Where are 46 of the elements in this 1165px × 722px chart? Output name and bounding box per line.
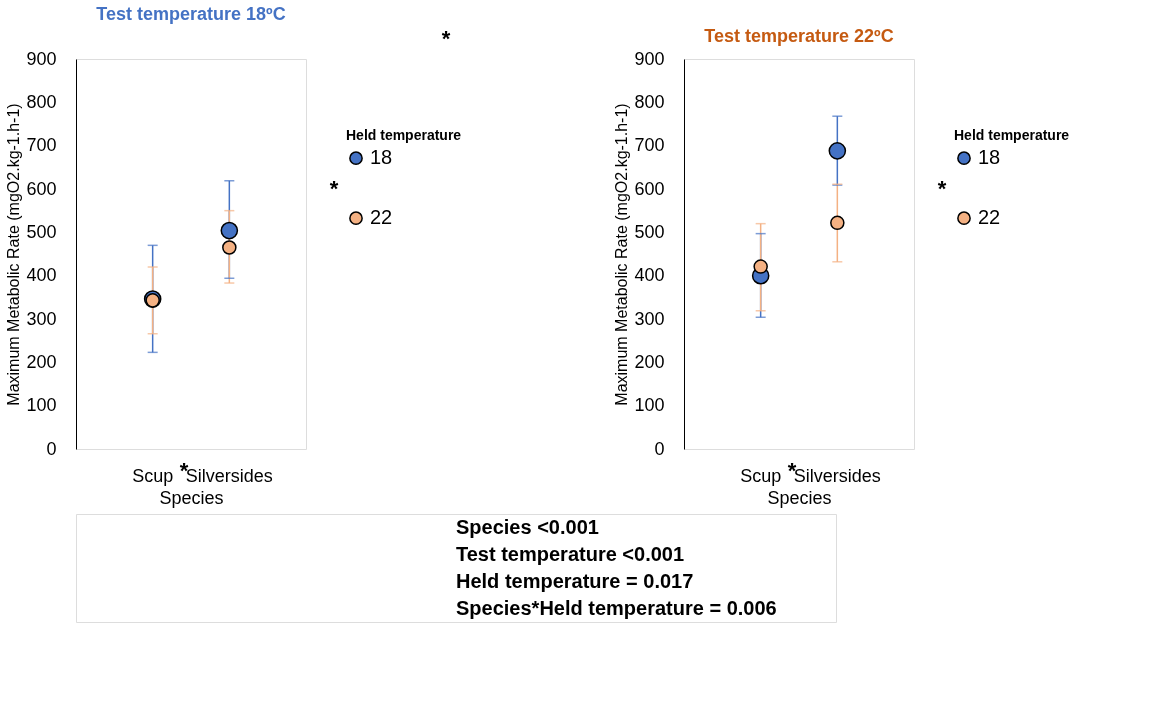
- text: *: [937, 176, 947, 202]
- y-tick-label: 500: [634, 221, 665, 242]
- y-tick-label: 600: [26, 178, 57, 199]
- point: [222, 240, 237, 255]
- y-tick-label: 400: [634, 265, 665, 286]
- y-tick-label: 100: [26, 395, 57, 416]
- y-tick-label: 600: [634, 178, 665, 199]
- y-tick-label: 0: [46, 438, 57, 459]
- legend-title: Held temperature: [954, 127, 1070, 144]
- y-axis-title: Maximum Metabolic Rate (mgO2.kg-1.h-1): [613, 103, 631, 406]
- y-tick-label: 300: [26, 308, 57, 329]
- legend-label: 18: [370, 146, 393, 169]
- legend-label: 22: [370, 206, 393, 229]
- chart-title: Test temperature 22ºC: [704, 26, 894, 46]
- point: [830, 215, 845, 231]
- text: Species <0.001: [456, 515, 599, 538]
- x-tick-label: Scup: [740, 465, 782, 486]
- text: Held temperature = 0.017: [456, 569, 694, 592]
- y-axis-title: Maximum Metabolic Rate (mgO2.kg-1.h-1): [5, 103, 23, 406]
- x-axis-title: Species: [159, 487, 224, 508]
- y-tick-label: 400: [26, 265, 57, 286]
- point: [220, 221, 239, 240]
- y-tick-label: 100: [634, 395, 665, 416]
- y-tick-label: 900: [634, 48, 665, 69]
- x-axis-title: Species: [767, 487, 832, 508]
- chart-title: Test temperature 18ºC: [96, 4, 286, 24]
- legend-title: Held temperature: [346, 127, 462, 144]
- y-tick-label: 200: [634, 351, 665, 372]
- legend-label: 18: [978, 146, 1001, 169]
- point: [828, 142, 847, 160]
- text: *: [329, 176, 339, 202]
- y-tick-label: 900: [26, 48, 57, 69]
- y-tick-label: 700: [26, 135, 57, 156]
- y-tick-label: 500: [26, 221, 57, 242]
- point: [753, 259, 768, 274]
- legend-label: 22: [978, 206, 1001, 229]
- y-tick-label: 800: [26, 91, 57, 112]
- x-tick-label: Scup: [132, 465, 174, 486]
- y-tick-label: 300: [634, 308, 665, 329]
- text: *: [441, 26, 451, 51]
- y-tick-label: 200: [26, 351, 57, 372]
- y-tick-label: 0: [654, 438, 665, 459]
- y-tick-label: 800: [634, 91, 665, 112]
- text: Test temperature <0.001: [456, 542, 685, 565]
- y-tick-label: 700: [634, 135, 665, 156]
- text: Species*Held temperature = 0.006: [456, 596, 777, 619]
